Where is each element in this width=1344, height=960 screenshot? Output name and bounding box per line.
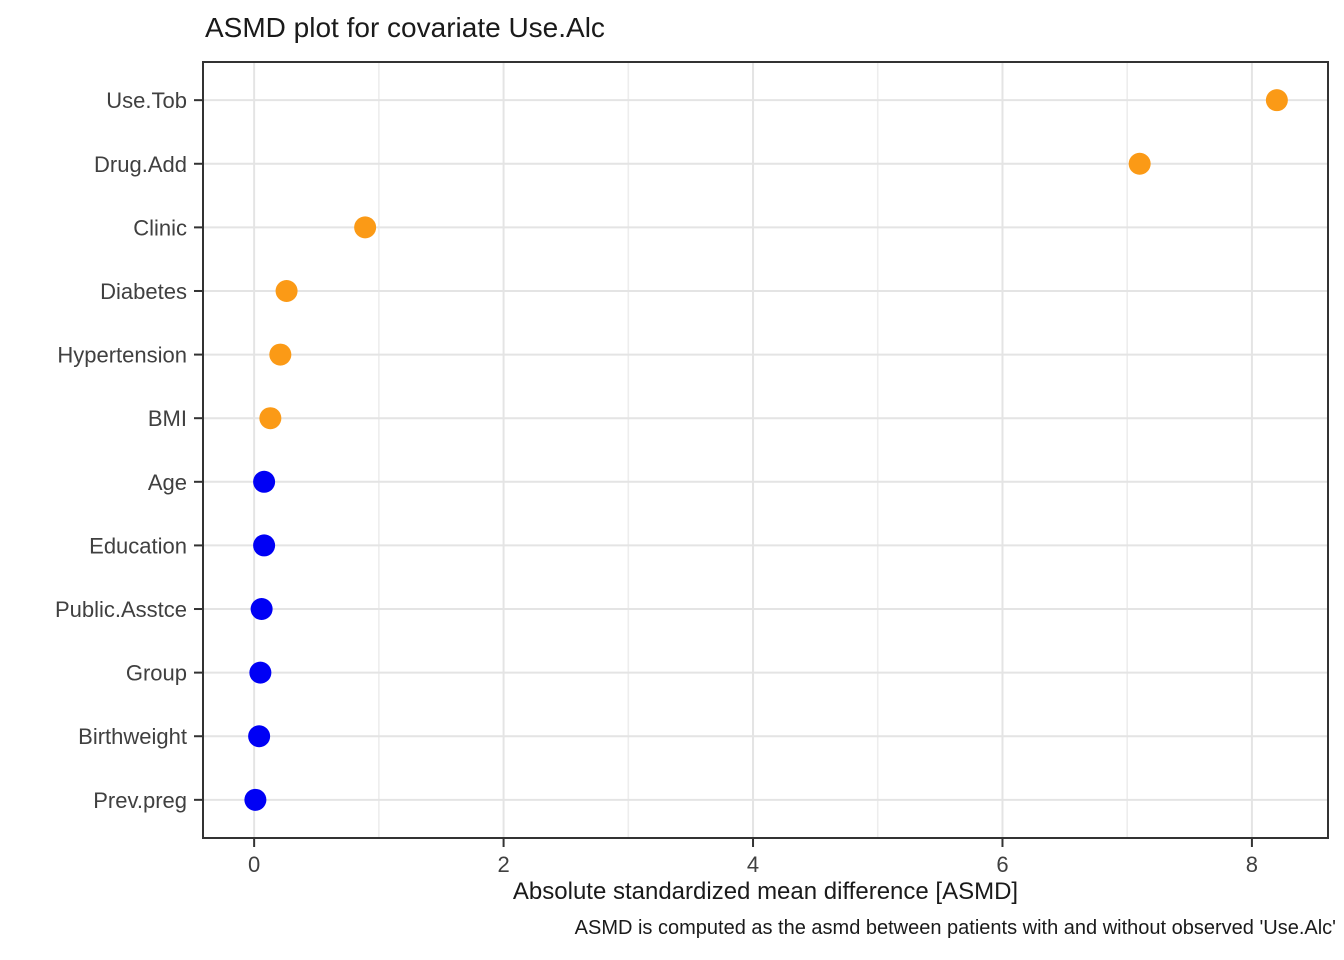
data-point-drug-add [1128, 152, 1151, 175]
x-tick-label: 6 [996, 852, 1008, 877]
panel-border [202, 61, 1329, 839]
x-tick-label: 0 [248, 852, 260, 877]
y-tick-label: Clinic [133, 215, 187, 240]
chart-caption: ASMD is computed as the asmd between pat… [574, 917, 1336, 939]
y-tick-label: BMI [148, 406, 187, 431]
data-point-prev-preg [244, 788, 267, 811]
data-point-age [253, 470, 276, 493]
data-point-use-tob [1265, 89, 1288, 112]
y-tick-label: Diabetes [100, 279, 187, 304]
data-point-public-asstce [250, 598, 273, 621]
data-point-birthweight [248, 725, 271, 748]
y-tick-label: Birthweight [78, 724, 187, 749]
data-point-clinic [354, 216, 377, 239]
y-tick-label: Age [148, 470, 187, 495]
y-tick-label: Use.Tob [106, 88, 187, 113]
data-point-group [249, 661, 272, 684]
x-tick-label: 8 [1246, 852, 1258, 877]
x-tick-label: 2 [497, 852, 509, 877]
y-tick-label: Public.Asstce [55, 597, 187, 622]
y-tick-label: Group [126, 661, 187, 686]
y-tick-label: Drug.Add [94, 152, 187, 177]
data-point-diabetes [275, 279, 298, 302]
x-tick-label: 4 [747, 852, 759, 877]
y-tick-label: Education [89, 533, 187, 558]
panel-background [203, 62, 1328, 838]
y-tick-label: Prev.preg [93, 788, 187, 813]
y-tick-label: Hypertension [57, 343, 187, 368]
data-point-hypertension [269, 343, 292, 366]
data-point-bmi [259, 407, 282, 430]
data-point-education [253, 534, 276, 557]
x-axis-title: Absolute standardized mean difference [A… [512, 878, 1019, 905]
chart-title: ASMD plot for covariate Use.Alc [205, 12, 605, 43]
